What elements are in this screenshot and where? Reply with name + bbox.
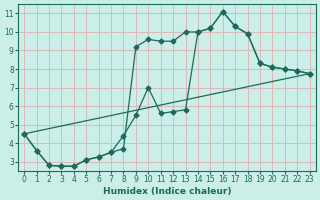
X-axis label: Humidex (Indice chaleur): Humidex (Indice chaleur) (103, 187, 231, 196)
